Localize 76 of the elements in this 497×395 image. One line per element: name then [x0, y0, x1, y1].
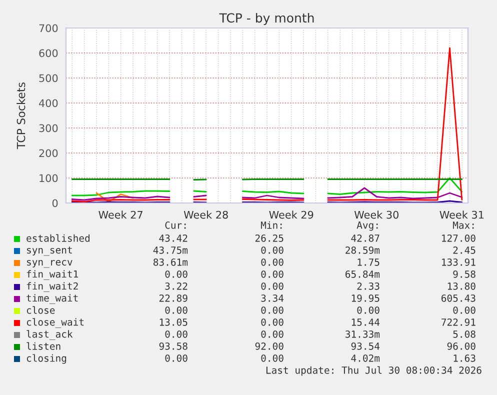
legend-label: syn_sent [27, 246, 72, 256]
legend-label: last_ack [26, 330, 73, 340]
text: 93.58 [159, 342, 188, 350]
text: 15.44 [352, 318, 380, 326]
text: 605.43 [442, 294, 476, 302]
text: 5.08 [453, 330, 476, 338]
text: 0.00 [261, 282, 284, 290]
text: 43.42 [159, 234, 188, 242]
y-tick-label: 200 [39, 149, 58, 158]
y-tick-label: 0 [52, 199, 58, 208]
text: 13.80 [448, 282, 476, 290]
legend-label: fin_wait1 [26, 270, 78, 280]
text: 127.00 [442, 234, 476, 242]
legend-label: time_wait [26, 294, 78, 304]
y-tick-label: 700 [39, 24, 58, 32]
text: 19.95 [352, 294, 380, 302]
text: 3.34 [261, 294, 284, 302]
text: 0.00 [165, 354, 188, 362]
text: 43.75m [153, 246, 188, 254]
text: Avg: [356, 222, 378, 231]
text: 0.00 [261, 318, 284, 326]
text: 2.33 [357, 282, 380, 290]
legend-label: close [26, 306, 55, 314]
text: 0.00 [261, 246, 284, 254]
text: 0.00 [261, 354, 284, 362]
text: 0.00 [165, 306, 188, 314]
text: 92.00 [255, 342, 284, 350]
text: 65.84m [346, 270, 380, 278]
text: 2.45 [453, 246, 476, 254]
legend-label: syn_recv [27, 260, 72, 268]
x-tick-label: Week 30 [354, 210, 398, 219]
text: 0.00 [261, 306, 284, 314]
text: 96.00 [447, 342, 476, 350]
text: 0.00 [261, 258, 284, 266]
text: 26.25 [255, 234, 284, 242]
text: Cur: [165, 221, 186, 229]
legend-label: established [26, 234, 90, 242]
text: 133.91 [442, 258, 476, 266]
text: 13.05 [160, 318, 188, 326]
y-tick-label: 500 [39, 74, 58, 82]
text: 0.00 [165, 330, 188, 338]
text: 1.75 [358, 258, 380, 266]
y-tick-label: 400 [38, 99, 58, 108]
y-axis-title: TCP Sockets [16, 82, 26, 150]
y-tick-label: 300 [39, 124, 58, 132]
text: 93.54 [351, 342, 380, 350]
x-tick-label: Week 27 [98, 210, 142, 219]
text: 22.89 [159, 294, 188, 302]
text: 4.02m [351, 354, 380, 362]
text: Last update: Thu Jul 30 08:00:34 2026 [266, 366, 482, 376]
legend-label: listen [26, 342, 60, 350]
legend-label: close_wait [26, 318, 84, 328]
text: 1.63 [454, 354, 476, 362]
line-series [96, 192, 134, 202]
y-tick-label: 100 [40, 174, 58, 182]
text: 0.00 [261, 330, 284, 338]
text: 31.33m [346, 330, 380, 338]
text: 3.22 [165, 282, 188, 290]
x-tick-label: Week 31 [440, 210, 484, 219]
text: Max: [452, 222, 474, 229]
text: 42.87 [351, 234, 380, 242]
text: 0.00 [165, 270, 188, 278]
text: 9.58 [453, 270, 476, 278]
legend-label: fin_wait2 [26, 282, 78, 292]
text: 83.61m [154, 258, 188, 266]
x-tick-label: Week 29 [269, 210, 314, 219]
x-tick-label: Week 28 [184, 210, 228, 219]
y-tick-label: 600 [39, 49, 58, 58]
text: 28.59m [346, 246, 380, 254]
text: 0.00 [453, 306, 476, 314]
text: 0.00 [357, 306, 380, 314]
text: 0.00 [261, 270, 284, 278]
text: Min: [260, 221, 282, 229]
text: 722.91 [442, 318, 476, 326]
legend-label: closing [26, 354, 66, 364]
chart-title: TCP - by month [219, 12, 314, 26]
